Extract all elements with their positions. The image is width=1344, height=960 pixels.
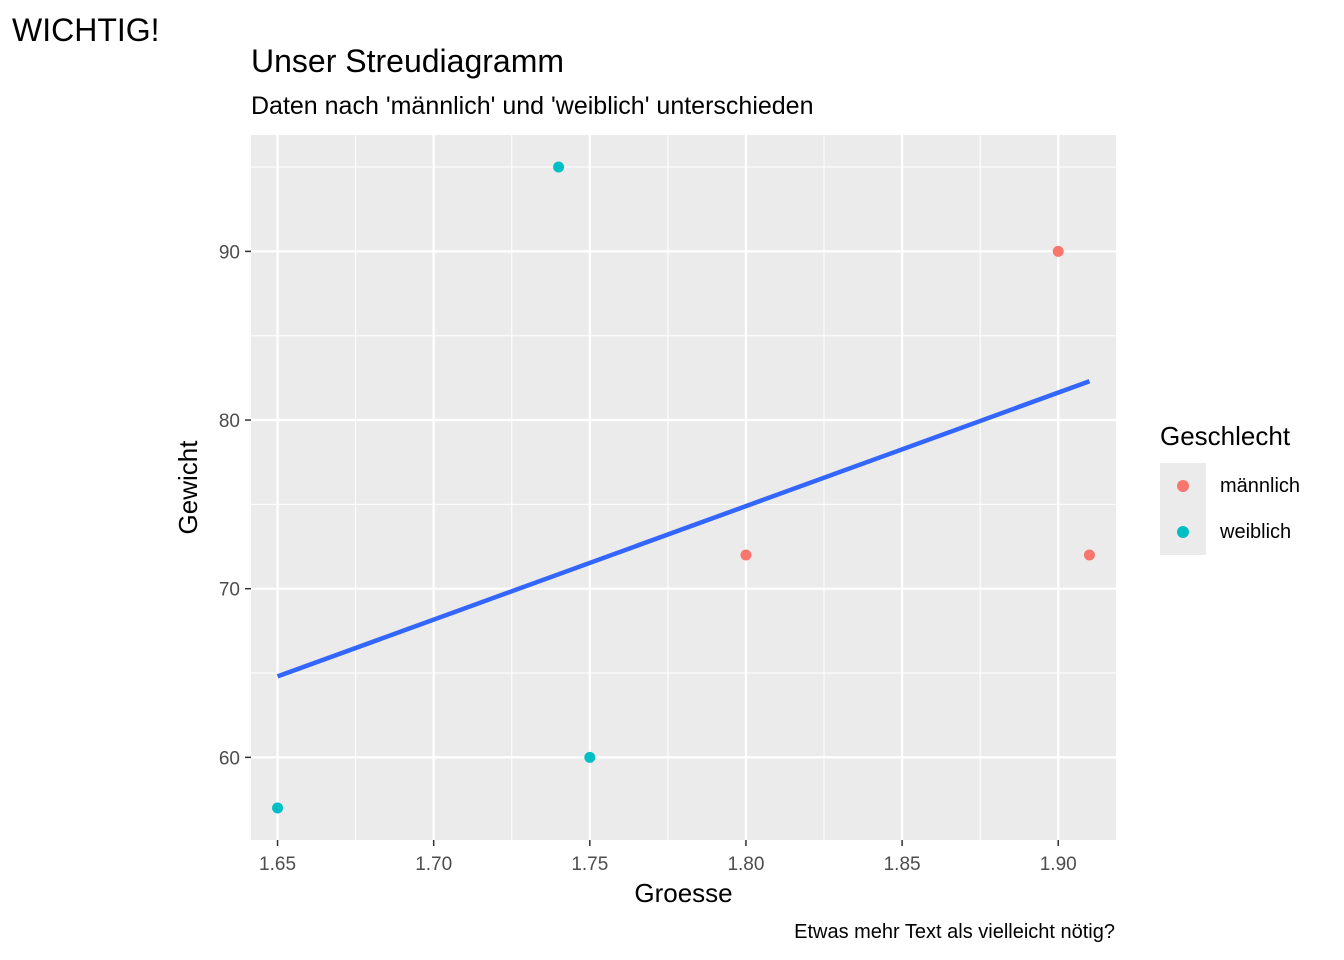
plot-panel xyxy=(251,135,1116,840)
trend-line xyxy=(276,379,1091,679)
chart-subtitle: Daten nach 'männlich' und 'weiblich' unt… xyxy=(251,92,814,120)
data-point-weiblich xyxy=(584,751,596,763)
data-point-maennlich xyxy=(1083,549,1095,561)
legend-key-weiblich xyxy=(1177,526,1189,538)
y-tick-label: 70 xyxy=(219,580,240,601)
legend-key-box xyxy=(1160,463,1206,555)
x-tick-label: 1.70 xyxy=(415,854,452,875)
data-point-weiblich xyxy=(272,802,284,814)
chart-title: Unser Streudiagramm xyxy=(251,43,564,79)
legend-key-maennlich xyxy=(1177,480,1189,492)
data-point-maennlich xyxy=(1052,245,1064,257)
x-axis-title: Groesse xyxy=(634,878,732,908)
legend-title: Geschlecht xyxy=(1160,421,1291,451)
y-tick-label: 90 xyxy=(219,242,240,263)
y-tick-label: 60 xyxy=(219,748,240,769)
chart-caption: Etwas mehr Text als vielleicht nötig? xyxy=(794,921,1115,943)
x-tick-label: 1.90 xyxy=(1040,854,1077,875)
legend-label-weiblich: weiblich xyxy=(1220,521,1292,543)
y-tick-label: 80 xyxy=(219,411,240,432)
y-axis-title: Gewicht xyxy=(173,440,203,535)
x-tick-label: 1.85 xyxy=(884,854,921,875)
data-point-weiblich xyxy=(553,161,565,173)
legend-label-maennlich: männlich xyxy=(1220,475,1301,497)
x-tick-label: 1.65 xyxy=(259,854,296,875)
data-point-maennlich xyxy=(740,549,752,561)
important-tag: WICHTIG! xyxy=(12,12,160,48)
x-tick-label: 1.75 xyxy=(571,854,608,875)
x-tick-label: 1.80 xyxy=(727,854,764,875)
